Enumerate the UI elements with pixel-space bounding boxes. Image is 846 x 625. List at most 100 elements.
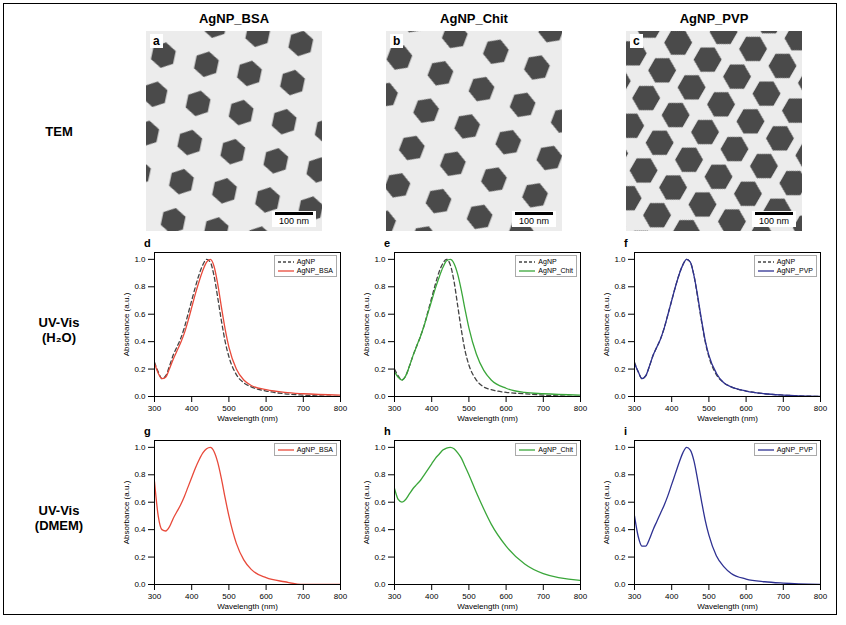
svg-text:300: 300 bbox=[388, 592, 402, 601]
svg-text:300: 300 bbox=[388, 404, 402, 413]
svg-text:300: 300 bbox=[148, 592, 162, 601]
svg-text:0.0: 0.0 bbox=[134, 392, 146, 401]
svg-text:0.0: 0.0 bbox=[374, 392, 386, 401]
svg-text:500: 500 bbox=[462, 404, 476, 413]
svg-text:800: 800 bbox=[814, 404, 828, 413]
svg-text:600: 600 bbox=[499, 592, 513, 601]
svg-text:Wavelength (nm): Wavelength (nm) bbox=[457, 602, 518, 611]
svg-text:0.4: 0.4 bbox=[614, 337, 626, 346]
svg-text:0.0: 0.0 bbox=[134, 580, 146, 589]
svg-text:0.6: 0.6 bbox=[134, 498, 146, 507]
svg-text:0.2: 0.2 bbox=[134, 553, 146, 562]
svg-text:700: 700 bbox=[777, 404, 791, 413]
svg-text:Absorbance (a.u.): Absorbance (a.u.) bbox=[122, 480, 131, 544]
svg-text:600: 600 bbox=[499, 404, 513, 413]
svg-text:300: 300 bbox=[628, 404, 642, 413]
svg-text:600: 600 bbox=[259, 592, 273, 601]
svg-text:0.2: 0.2 bbox=[614, 365, 626, 374]
svg-text:700: 700 bbox=[537, 592, 551, 601]
svg-text:0.0: 0.0 bbox=[614, 580, 626, 589]
svg-text:300: 300 bbox=[628, 592, 642, 601]
html-text:e: e bbox=[384, 237, 391, 249]
svg-text:0.4: 0.4 bbox=[134, 525, 146, 534]
svg-text:Absorbance (a.u.): Absorbance (a.u.) bbox=[362, 480, 371, 544]
svg-text:500: 500 bbox=[222, 404, 236, 413]
html-text:UV-Vis (H₂O): UV-Vis (H₂O) bbox=[38, 315, 80, 345]
svg-text:1.0: 1.0 bbox=[614, 443, 626, 452]
svg-text:0.8: 0.8 bbox=[374, 282, 386, 291]
html-text:100 nm: 100 nm bbox=[519, 216, 549, 226]
svg-text:800: 800 bbox=[334, 404, 348, 413]
svg-text:Wavelength (nm): Wavelength (nm) bbox=[217, 414, 278, 423]
svg-text:0.4: 0.4 bbox=[374, 525, 386, 534]
svg-text:0.4: 0.4 bbox=[614, 525, 626, 534]
svg-text:600: 600 bbox=[739, 592, 753, 601]
html-text:d: d bbox=[144, 237, 151, 249]
svg-text:0.0: 0.0 bbox=[374, 580, 386, 589]
svg-text:600: 600 bbox=[259, 404, 273, 413]
html-text:AgNP_BSA: AgNP_BSA bbox=[296, 267, 333, 274]
svg-text:0.6: 0.6 bbox=[614, 498, 626, 507]
html-text:UV-Vis (DMEM): UV-Vis (DMEM) bbox=[34, 503, 84, 533]
svg-text:400: 400 bbox=[185, 404, 199, 413]
html-text:b: b bbox=[393, 34, 401, 48]
svg-text:500: 500 bbox=[462, 592, 476, 601]
svg-text:0.8: 0.8 bbox=[374, 470, 386, 479]
svg-text:1.0: 1.0 bbox=[134, 443, 146, 452]
svg-text:400: 400 bbox=[425, 592, 439, 601]
svg-text:800: 800 bbox=[814, 592, 828, 601]
svg-text:1.0: 1.0 bbox=[374, 443, 386, 452]
svg-text:0.6: 0.6 bbox=[374, 310, 386, 319]
svg-text:500: 500 bbox=[702, 592, 716, 601]
svg-text:700: 700 bbox=[297, 404, 311, 413]
svg-text:0.8: 0.8 bbox=[614, 470, 626, 479]
svg-text:0.8: 0.8 bbox=[134, 470, 146, 479]
svg-text:0.4: 0.4 bbox=[134, 337, 146, 346]
html-text:100 nm: 100 nm bbox=[279, 216, 309, 226]
html-text:AgNP_BSA: AgNP_BSA bbox=[199, 11, 269, 26]
svg-text:400: 400 bbox=[425, 404, 439, 413]
svg-text:500: 500 bbox=[702, 404, 716, 413]
svg-text:Absorbance (a.u.): Absorbance (a.u.) bbox=[602, 292, 611, 356]
svg-text:800: 800 bbox=[574, 592, 588, 601]
html-text:AgNP: AgNP bbox=[296, 258, 316, 265]
svg-text:Wavelength (nm): Wavelength (nm) bbox=[217, 602, 278, 611]
svg-text:0.8: 0.8 bbox=[134, 282, 146, 291]
svg-text:Absorbance (a.u.): Absorbance (a.u.) bbox=[122, 292, 131, 356]
svg-text:400: 400 bbox=[185, 592, 199, 601]
svg-text:1.0: 1.0 bbox=[374, 255, 386, 264]
svg-text:700: 700 bbox=[777, 592, 791, 601]
html-text:a: a bbox=[153, 34, 160, 48]
svg-text:0.2: 0.2 bbox=[374, 365, 386, 374]
svg-text:Wavelength (nm): Wavelength (nm) bbox=[457, 414, 518, 423]
html-text:c: c bbox=[633, 34, 640, 48]
svg-text:0.2: 0.2 bbox=[614, 553, 626, 562]
html-text:100 nm: 100 nm bbox=[759, 216, 789, 226]
svg-text:400: 400 bbox=[665, 404, 679, 413]
svg-text:600: 600 bbox=[739, 404, 753, 413]
svg-text:700: 700 bbox=[297, 592, 311, 601]
svg-text:800: 800 bbox=[334, 592, 348, 601]
svg-text:0.2: 0.2 bbox=[134, 365, 146, 374]
svg-text:Wavelength (nm): Wavelength (nm) bbox=[697, 602, 758, 611]
svg-text:700: 700 bbox=[537, 404, 551, 413]
svg-text:0.6: 0.6 bbox=[374, 498, 386, 507]
html-text:TEM: TEM bbox=[45, 123, 73, 139]
html-text:AgNP_PVP: AgNP_PVP bbox=[679, 11, 749, 26]
svg-text:Absorbance (a.u.): Absorbance (a.u.) bbox=[602, 480, 611, 544]
svg-text:300: 300 bbox=[148, 404, 162, 413]
svg-text:0.4: 0.4 bbox=[374, 337, 386, 346]
svg-text:0.8: 0.8 bbox=[614, 282, 626, 291]
svg-text:0.0: 0.0 bbox=[614, 392, 626, 401]
svg-text:Wavelength (nm): Wavelength (nm) bbox=[697, 414, 758, 423]
html-text:AgNP_Chit: AgNP_Chit bbox=[440, 11, 508, 26]
svg-text:1.0: 1.0 bbox=[614, 255, 626, 264]
svg-text:0.2: 0.2 bbox=[374, 553, 386, 562]
svg-text:1.0: 1.0 bbox=[134, 255, 146, 264]
svg-text:Absorbance (a.u.): Absorbance (a.u.) bbox=[362, 292, 371, 356]
svg-text:0.6: 0.6 bbox=[614, 310, 626, 319]
svg-text:400: 400 bbox=[665, 592, 679, 601]
svg-text:500: 500 bbox=[222, 592, 236, 601]
svg-text:0.6: 0.6 bbox=[134, 310, 146, 319]
svg-text:800: 800 bbox=[574, 404, 588, 413]
